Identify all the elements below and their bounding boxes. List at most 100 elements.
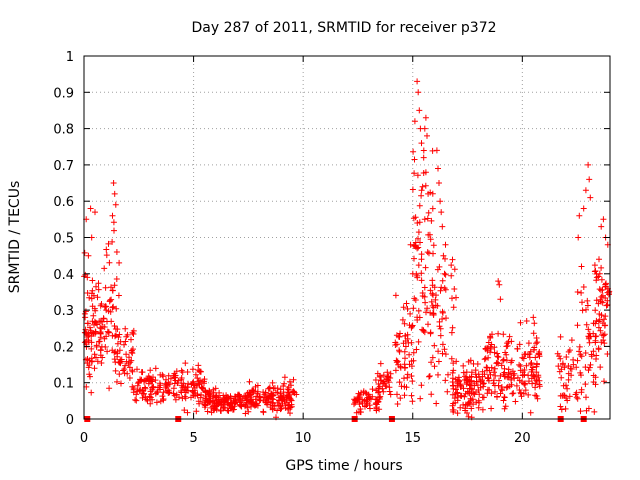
data-point — [601, 378, 607, 385]
data-point — [592, 268, 599, 274]
data-point — [100, 315, 107, 322]
data-point — [491, 344, 498, 351]
data-point — [451, 286, 458, 292]
data-point — [533, 363, 540, 370]
data-point — [121, 366, 128, 373]
data-point — [448, 262, 455, 269]
data-point — [273, 389, 279, 396]
data-point — [424, 215, 431, 222]
data-point — [124, 370, 131, 377]
data-point — [496, 377, 502, 384]
data-point — [468, 385, 475, 392]
data-point — [532, 354, 539, 361]
data-point — [423, 309, 429, 316]
data-point — [204, 408, 211, 415]
data-point — [160, 373, 167, 380]
data-point — [439, 223, 446, 230]
data-point — [426, 373, 433, 379]
data-point — [128, 349, 135, 356]
data-point — [146, 376, 153, 383]
data-point — [491, 369, 497, 376]
data-point — [506, 333, 513, 340]
data-point — [576, 348, 583, 355]
data-point — [418, 277, 425, 284]
data-point — [504, 383, 511, 390]
data-point — [375, 385, 382, 392]
data-point — [217, 399, 224, 406]
y-tick-label: 0.7 — [53, 159, 74, 174]
data-point — [90, 292, 97, 299]
data-point — [513, 382, 520, 389]
data-point — [375, 398, 382, 405]
data-point — [453, 294, 459, 301]
data-point — [222, 404, 229, 411]
data-point — [418, 140, 425, 147]
data-point — [116, 371, 123, 378]
data-point — [397, 363, 404, 370]
data-point — [442, 377, 449, 384]
data-point — [517, 367, 524, 374]
data-point — [86, 371, 93, 378]
data-point — [379, 385, 386, 392]
data-point — [597, 364, 604, 371]
data-point — [468, 405, 475, 412]
data-point — [598, 298, 604, 305]
data-point — [254, 382, 261, 389]
chart-title: Day 287 of 2011, SRMTID for receiver p37… — [191, 20, 496, 36]
data-point — [484, 344, 491, 351]
data-point — [269, 379, 276, 386]
data-point — [418, 192, 425, 199]
data-point — [107, 297, 113, 304]
data-point — [449, 391, 456, 398]
data-point — [411, 170, 418, 177]
x-axis-label: GPS time / hours — [285, 458, 402, 474]
data-point — [240, 401, 247, 408]
data-point — [351, 396, 358, 403]
data-point — [439, 341, 446, 348]
data-point — [437, 325, 444, 332]
data-point — [601, 331, 608, 338]
data-point — [195, 362, 202, 369]
data-point — [113, 276, 120, 282]
data-point — [109, 304, 116, 311]
data-point — [192, 390, 199, 397]
data-point — [420, 154, 427, 161]
data-point — [508, 381, 515, 388]
data-point — [464, 410, 470, 416]
data-point — [497, 372, 504, 379]
data-point — [130, 331, 137, 337]
data-point — [134, 366, 140, 373]
data-point — [114, 350, 121, 357]
data-point — [426, 231, 433, 238]
data-point — [441, 346, 448, 353]
data-point — [593, 356, 599, 362]
data-point — [574, 322, 581, 329]
data-point — [109, 212, 116, 219]
data-point — [94, 358, 101, 365]
data-point — [476, 373, 483, 380]
data-point — [360, 389, 367, 396]
data-point — [565, 363, 572, 369]
data-point — [269, 402, 276, 409]
data-point — [401, 383, 408, 390]
data-point — [418, 187, 425, 194]
data-point — [381, 378, 387, 385]
data-point — [430, 310, 437, 317]
data-point — [582, 187, 589, 194]
data-point — [582, 381, 589, 388]
data-point — [582, 364, 589, 371]
data-point — [165, 379, 172, 386]
data-point — [192, 371, 199, 378]
data-point — [557, 392, 564, 399]
data-point — [129, 350, 136, 357]
data-point — [274, 385, 281, 392]
data-point — [120, 367, 127, 374]
data-point — [521, 380, 527, 387]
data-point — [163, 376, 169, 383]
data-point — [487, 371, 494, 378]
data-point — [482, 355, 489, 362]
data-point — [160, 397, 167, 404]
data-point — [494, 353, 501, 360]
data-point — [512, 398, 519, 405]
data-point — [429, 205, 436, 212]
